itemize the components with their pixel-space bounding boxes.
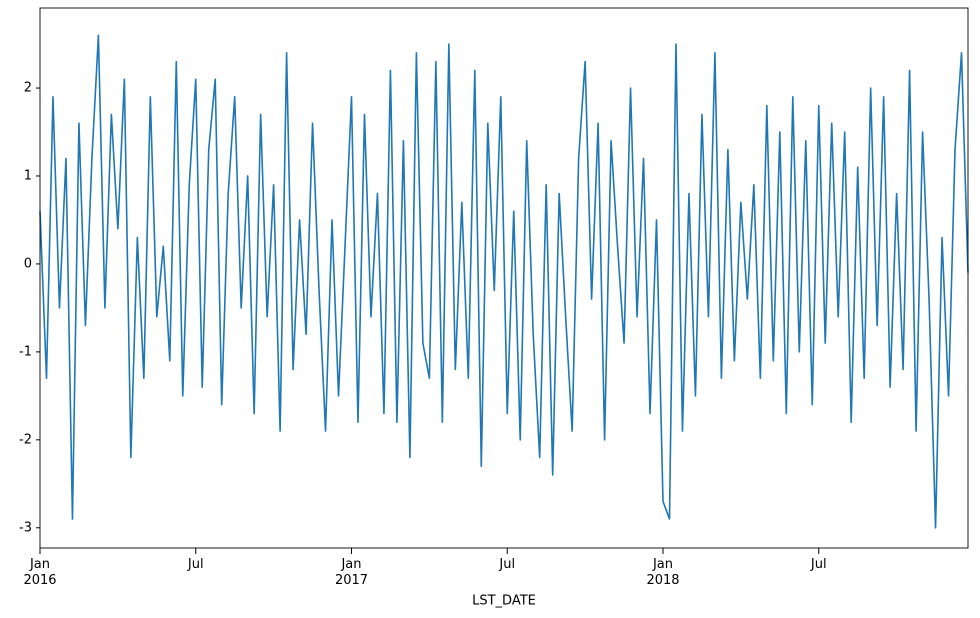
y-tick-label: 1 [24,168,32,183]
x-tick-label: Jul [499,557,516,572]
x-tick-label: Jan 2017 [334,557,369,588]
y-tick-label: -3 [19,520,32,535]
y-tick-label: -2 [19,432,32,447]
y-tick-label: 0 [24,256,32,271]
axes-frame [39,7,969,549]
x-tick-label: Jul [187,557,204,572]
x-axis-label: LST_DATE [472,594,536,609]
x-tick-label: Jul [810,557,827,572]
y-tick-label: 2 [24,81,32,96]
line [39,34,969,529]
x-tick-label: Jan 2016 [23,557,57,588]
y-tick-label: -1 [19,344,32,359]
x-tick-label: Jan 2018 [646,557,680,588]
